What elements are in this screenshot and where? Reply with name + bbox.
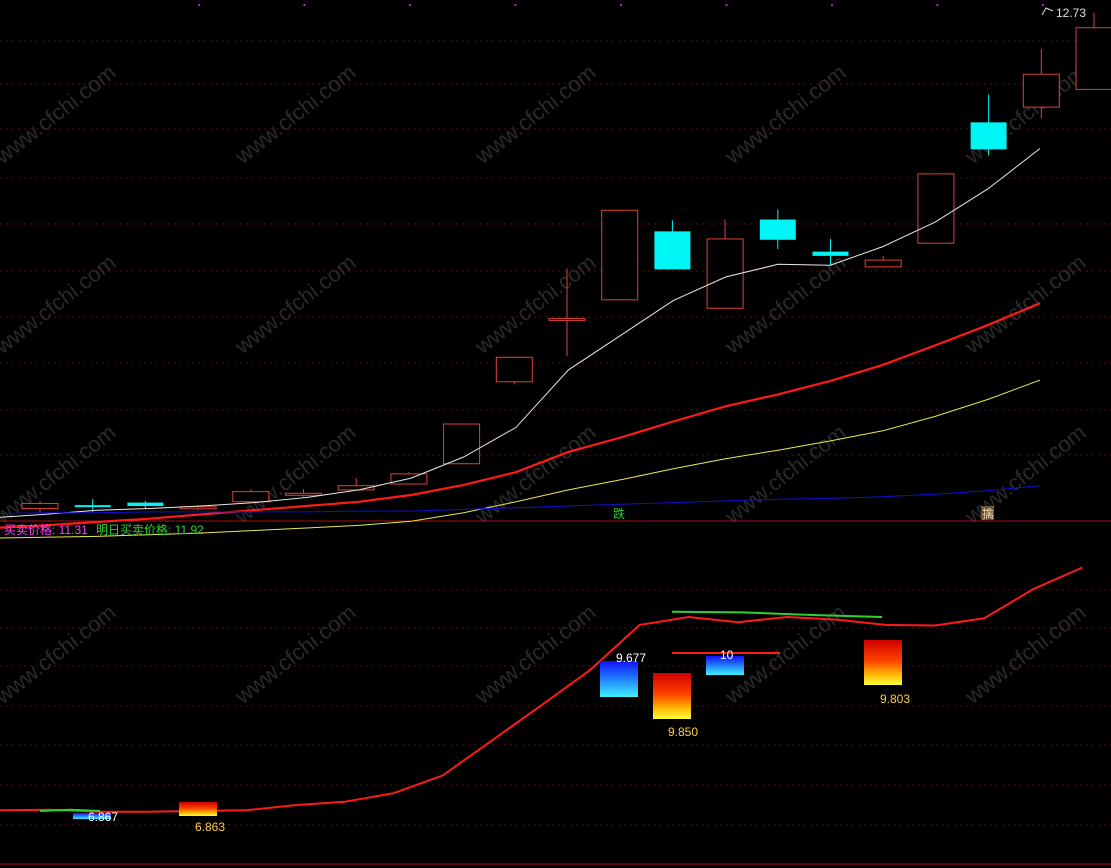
ma_short-line bbox=[0, 148, 1041, 518]
watermark-text: www.cfchi.com bbox=[0, 249, 120, 359]
watermark-text: www.cfchi.com bbox=[0, 599, 120, 709]
sell-marker-label: 9.803 bbox=[880, 692, 910, 706]
top-marker-dot bbox=[303, 4, 306, 6]
buy-marker-label: 10 bbox=[720, 648, 734, 662]
candle-body-up bbox=[548, 317, 586, 321]
candle-body-up bbox=[232, 491, 270, 503]
buy-marker-box bbox=[706, 656, 744, 675]
watermark-text: www.cfchi.com bbox=[720, 419, 851, 529]
grid-lines bbox=[0, 4, 1111, 865]
top-marker-dot bbox=[936, 4, 939, 6]
watermark-text: www.cfchi.com bbox=[960, 419, 1091, 529]
top-marker-dot bbox=[620, 4, 622, 6]
ma_mid-line bbox=[0, 302, 1041, 529]
watermark-layer: www.cfchi.com www.cfchi.com www.cfchi.com w… bbox=[0, 59, 1090, 709]
top-marker-dot bbox=[514, 4, 517, 6]
sell-marker-box bbox=[653, 673, 691, 719]
candle-body-up bbox=[1022, 73, 1060, 108]
price-panel: 12.73 跌 擒 bbox=[0, 6, 1111, 539]
watermark-text: www.cfchi.com bbox=[960, 249, 1091, 359]
candle-body-up bbox=[443, 423, 481, 465]
sell-marker-label: 6.863 bbox=[195, 820, 225, 834]
buy-marker-box bbox=[73, 813, 111, 819]
candle-body-up bbox=[864, 259, 902, 268]
candle-body-up bbox=[21, 502, 59, 510]
candle-body-down bbox=[654, 231, 691, 270]
watermark-text: www.cfchi.com bbox=[960, 599, 1091, 709]
candle-body-down bbox=[970, 122, 1007, 150]
watermark-text: www.cfchi.com bbox=[230, 599, 361, 709]
buy-marker-label: 9.677 bbox=[616, 651, 646, 665]
candle-body-down bbox=[74, 505, 111, 508]
indicator-green-segment bbox=[671, 610, 883, 618]
sell-marker-label: 9.850 bbox=[668, 725, 698, 739]
top-marker-dot bbox=[198, 4, 200, 6]
signal-up-label: 擒 bbox=[982, 506, 994, 521]
buy-marker-box bbox=[600, 661, 638, 697]
candle-body-up bbox=[706, 238, 744, 309]
buy-marker-label: 6.867 bbox=[88, 810, 118, 824]
candle-body-up bbox=[179, 506, 217, 510]
sell-marker-box bbox=[864, 640, 902, 685]
candle-body-down bbox=[759, 219, 796, 240]
buy-sell-price-label: 买卖价格: 11.31 bbox=[4, 522, 88, 537]
watermark-text: www.cfchi.com bbox=[470, 599, 601, 709]
ma_longest-line bbox=[0, 485, 1041, 514]
high-price-label: 12.73 bbox=[1056, 6, 1086, 20]
watermark-text: www.cfchi.com bbox=[230, 419, 361, 529]
candle-body-up bbox=[285, 492, 322, 496]
indicator-green-segment bbox=[39, 808, 101, 812]
candle-body-up bbox=[601, 209, 639, 301]
candle-body-up bbox=[917, 173, 955, 244]
top-marker-dot bbox=[725, 4, 728, 6]
high-price-pointer bbox=[1041, 7, 1054, 16]
signal-up-badge bbox=[981, 506, 994, 520]
watermark-text: www.cfchi.com bbox=[230, 249, 361, 359]
watermark-text: www.cfchi.com bbox=[470, 419, 601, 529]
candle-body-up bbox=[1075, 27, 1111, 90]
watermark-text: www.cfchi.com bbox=[470, 59, 601, 169]
ma_long-line bbox=[0, 379, 1041, 539]
candle-body-down bbox=[812, 251, 849, 256]
indicator-red-line bbox=[0, 566, 1083, 813]
candle-body-up bbox=[495, 356, 533, 383]
top-marker-dot bbox=[831, 4, 833, 6]
watermark-text: www.cfchi.com bbox=[720, 59, 851, 169]
next-day-price-label: 明日买卖价格: 11.92 bbox=[96, 522, 204, 537]
candle-body-down bbox=[127, 502, 164, 506]
indicator-panel: 6.867 6.863 9.677 9.850 10 9.803 bbox=[0, 566, 1083, 834]
watermark-text: www.cfchi.com bbox=[230, 59, 361, 169]
top-marker-dot bbox=[409, 4, 411, 6]
watermark-text: www.cfchi.com bbox=[470, 249, 601, 359]
watermark-text: www.cfchi.com bbox=[0, 59, 120, 169]
top-marker-dot bbox=[1042, 4, 1044, 6]
signal-down-label: 跌 bbox=[613, 506, 625, 521]
sell-marker-box bbox=[179, 802, 217, 816]
